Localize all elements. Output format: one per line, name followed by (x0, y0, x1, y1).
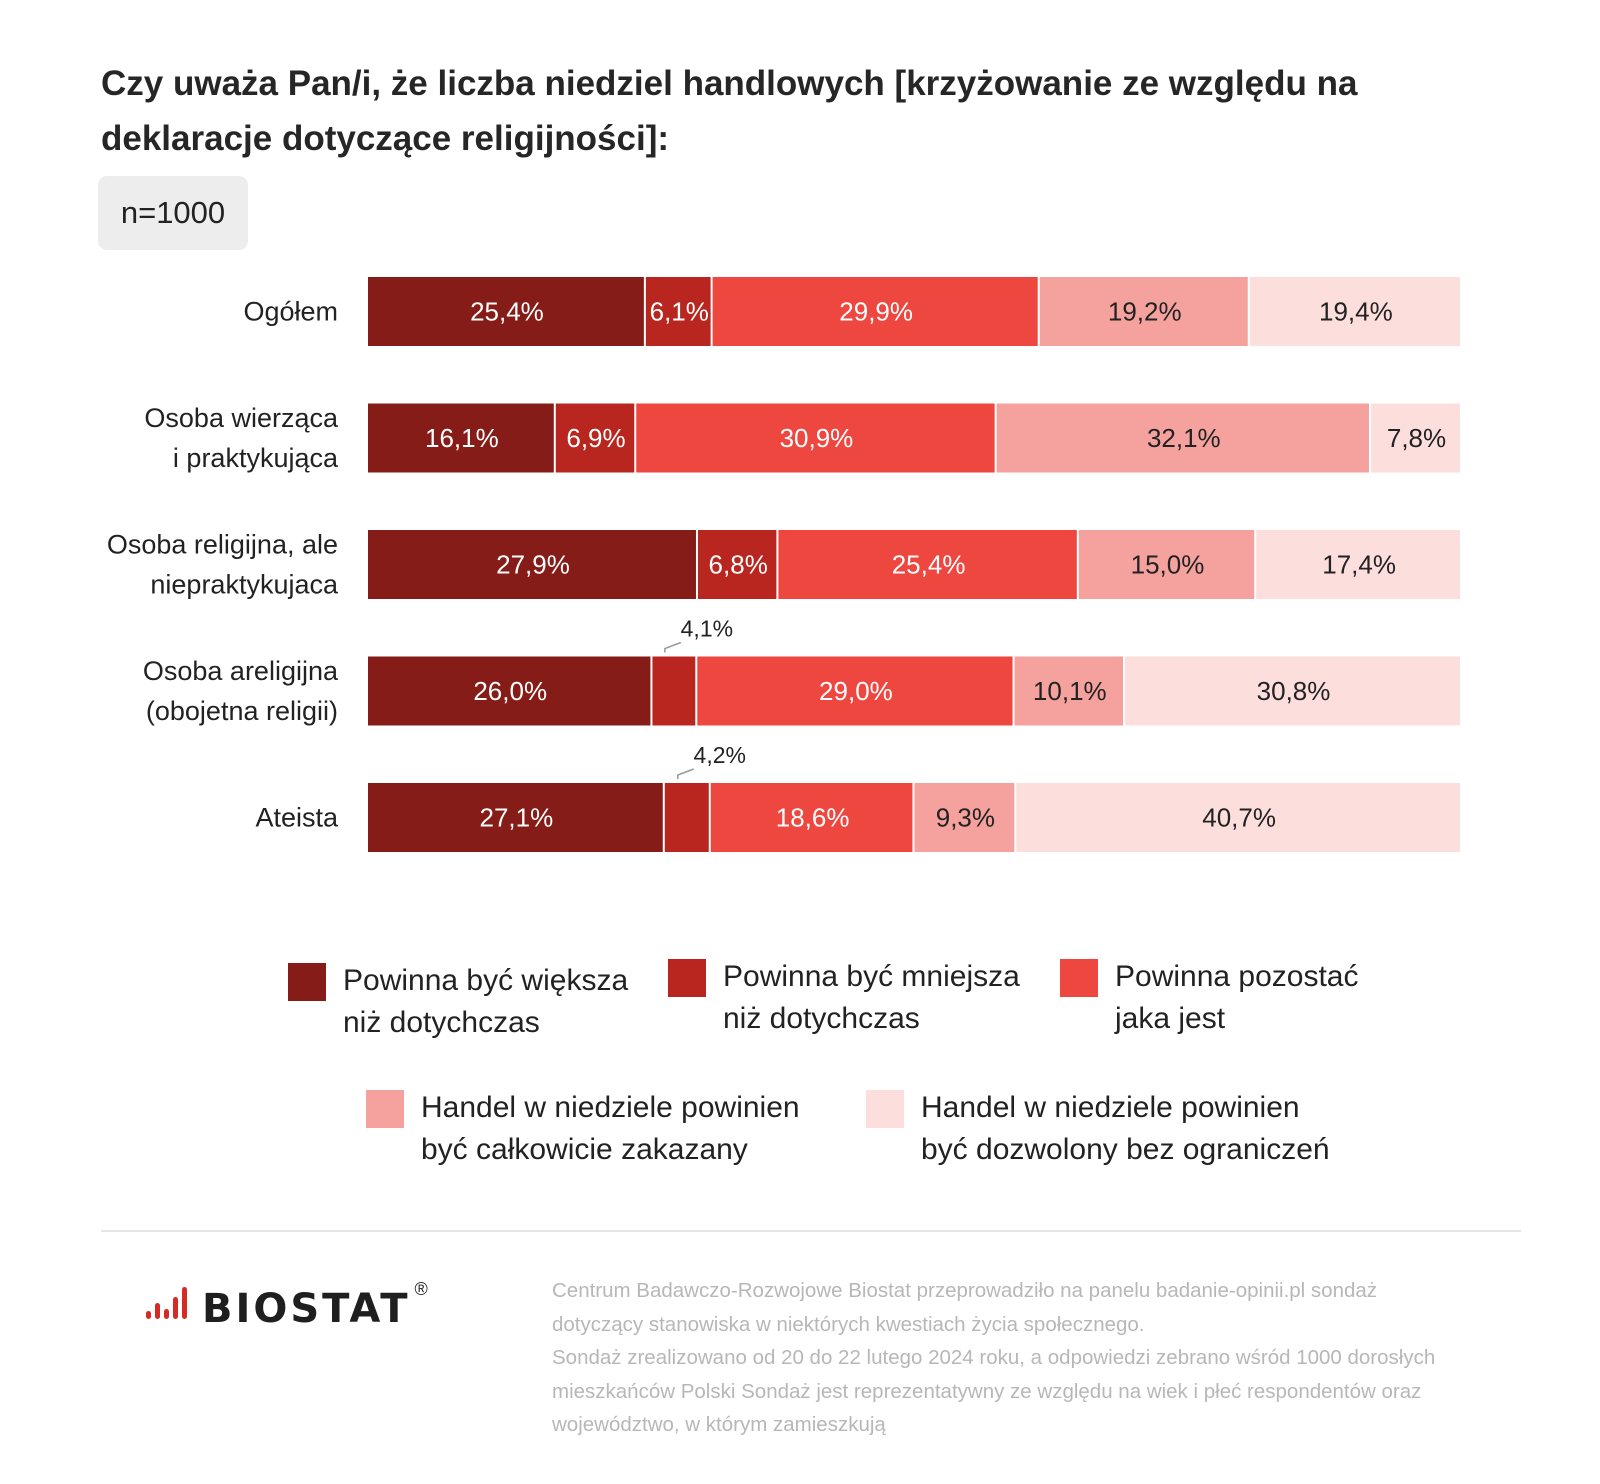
bar-segment (664, 783, 709, 852)
callout-leader-line (677, 768, 695, 779)
data-label: 6,8% (709, 550, 768, 580)
survey-footnote: Centrum Badawczo-Rozwojowe Biostat przep… (552, 1279, 1436, 1436)
stacked-bar-chart: Ogółem 25,4% 6,1% 29,9% 19,2% 19,4% Osoba wier… (107, 277, 1460, 852)
bar-segment (710, 783, 913, 852)
sample-size-badge: n=1000 (98, 176, 248, 250)
legend-label: Powinna pozostać jaka jest (1115, 960, 1359, 1035)
bar-segment (555, 403, 635, 473)
data-label: 27,1% (480, 803, 554, 833)
legend-item-pozostac: Powinna pozostać jaka jest (1060, 956, 1359, 1040)
callout-leader-line (664, 641, 682, 653)
data-label: 40,7% (1202, 803, 1276, 833)
bar-segment (1371, 403, 1460, 473)
bar-segment (368, 783, 663, 852)
bar-segment (1014, 656, 1124, 726)
bar-segment (652, 656, 696, 726)
legend-swatch (366, 1090, 404, 1128)
data-label: 6,1% (650, 297, 709, 327)
data-label: 7,8% (1387, 423, 1446, 453)
bar-segment (712, 277, 1038, 346)
bar-segment (368, 403, 554, 473)
bar-segment (368, 656, 651, 726)
bar-segment (1078, 530, 1255, 599)
bar-signal-icon (146, 1287, 187, 1319)
category-label: Osoba areligijna (obojetna religii) (143, 656, 339, 726)
category-label: Ateista (255, 803, 339, 833)
legend-label: Handel w niedziele powinien być dozwolon… (921, 1091, 1330, 1166)
footer-divider (101, 1230, 1521, 1232)
bar-segment (996, 403, 1370, 473)
data-label: 27,9% (496, 550, 570, 580)
data-label: 26,0% (473, 676, 547, 706)
data-label: 29,9% (839, 297, 913, 327)
data-label: 9,3% (936, 803, 995, 833)
bar-segment (1256, 530, 1460, 599)
data-label: 18,6% (776, 803, 850, 833)
bar-segment (697, 656, 1013, 726)
bar-segment (1249, 277, 1460, 346)
category-label: Osoba wierząca i praktykująca (144, 403, 339, 473)
data-label: 32,1% (1147, 423, 1221, 453)
legend-item-mniejsza: Powinna być mniejsza niż dotychczas (668, 956, 1020, 1040)
data-label: 25,4% (892, 550, 966, 580)
category-label: Ogółem (243, 297, 338, 327)
data-label: 25,4% (470, 297, 544, 327)
data-label: 30,8% (1257, 676, 1331, 706)
legend-label: Powinna być mniejsza niż dotychczas (723, 960, 1020, 1035)
registered-mark: ® (414, 1278, 428, 1299)
data-label: 10,1% (1033, 676, 1107, 706)
logo-wordmark: BIOSTAT (202, 1286, 411, 1332)
category-label: Osoba religijna, ale niepraktykujaca (107, 530, 339, 600)
legend-swatch (1060, 959, 1098, 997)
bar-segment (636, 403, 995, 473)
bar-segment (368, 530, 696, 599)
data-label: 30,9% (780, 423, 854, 453)
bar-segment (1039, 277, 1248, 346)
data-label: 4,2% (694, 742, 746, 768)
data-label: 29,0% (819, 676, 893, 706)
biostat-logo: BIOSTAT ® (146, 1279, 428, 1332)
bar-segment (914, 783, 1015, 852)
bar-segment (697, 530, 777, 599)
legend-item-dozwolony: Handel w niedziele powinien być dozwolon… (866, 1087, 1330, 1171)
legend-label: Handel w niedziele powinien być całkowic… (421, 1091, 800, 1166)
legend-swatch (668, 959, 706, 997)
data-label: 16,1% (425, 423, 499, 453)
bar-segment (645, 277, 711, 346)
data-label: 19,2% (1108, 297, 1182, 327)
data-label: 17,4% (1322, 550, 1396, 580)
bar-segment (1125, 656, 1460, 726)
legend-swatch (866, 1090, 904, 1128)
bar-segment (778, 530, 1077, 599)
data-label: 4,1% (681, 616, 733, 642)
data-label: 15,0% (1131, 550, 1205, 580)
bar-segment (1016, 783, 1460, 852)
legend-item-wieksza: Powinna być większa niż dotychczas (288, 960, 628, 1044)
data-label: 6,9% (566, 423, 625, 453)
bar-segment (368, 277, 644, 346)
legend-swatch (288, 963, 326, 1001)
legend-label: Powinna być większa niż dotychczas (343, 964, 629, 1039)
data-label: 19,4% (1319, 297, 1393, 327)
legend-item-zakazany: Handel w niedziele powinien być całkowic… (366, 1087, 800, 1171)
chart-title: Czy uważa Pan/i, że liczba niedziel hand… (101, 64, 1358, 158)
